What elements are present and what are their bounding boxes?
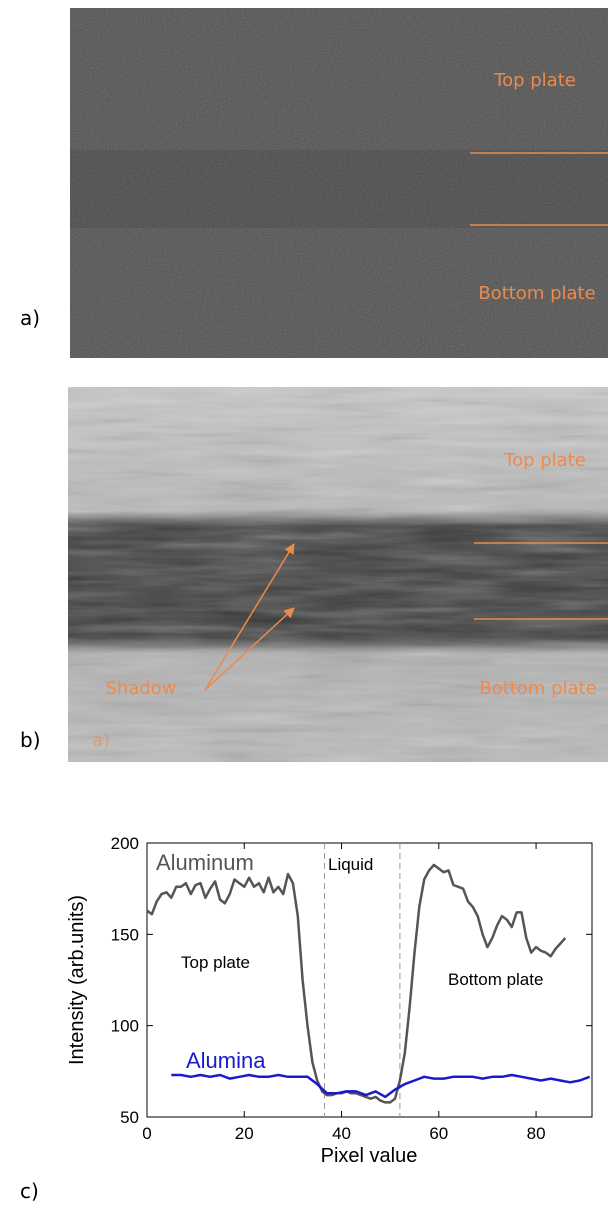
plot-frame bbox=[146, 842, 593, 1118]
annotation: Top plate bbox=[493, 70, 576, 91]
chart: c) Pixel value Intensity (arb.units) Liq… bbox=[20, 834, 593, 1203]
panel-label: a) bbox=[20, 306, 40, 330]
arrow bbox=[204, 543, 295, 691]
y-tick-label: 150 bbox=[111, 925, 139, 944]
annotation: Bottom plate bbox=[479, 678, 596, 699]
image-band bbox=[70, 150, 608, 228]
x-tick-label: 0 bbox=[142, 1124, 151, 1143]
x-tick-label: 80 bbox=[527, 1124, 546, 1143]
x-tick-label: 60 bbox=[429, 1124, 448, 1143]
panel-label: b) bbox=[20, 728, 41, 752]
x-tick-label: 20 bbox=[235, 1124, 254, 1143]
panel-b: Top plate Shadow Bottom plate a) b) bbox=[20, 387, 608, 762]
image-noise bbox=[70, 8, 608, 358]
annotation: Shadow bbox=[105, 678, 176, 699]
annotation: Bottom plate bbox=[448, 970, 543, 989]
annotation: Top plate bbox=[503, 450, 586, 471]
y-tick-label: 50 bbox=[120, 1108, 139, 1127]
x-axis-label: Pixel value bbox=[321, 1145, 418, 1167]
annotation: Top plate bbox=[181, 953, 250, 972]
panel-a: Top plate Bottom plate a) bbox=[20, 8, 608, 358]
series-line bbox=[171, 1073, 591, 1099]
panel-label: c) bbox=[20, 1179, 39, 1203]
y-axis-label: Intensity (arb.units) bbox=[66, 895, 88, 1065]
annotation: Bottom plate bbox=[478, 283, 595, 304]
image-streaks bbox=[68, 387, 608, 762]
series-label: Aluminum bbox=[156, 850, 254, 875]
annotation: Liquid bbox=[328, 855, 373, 874]
arrow bbox=[204, 607, 295, 691]
y-tick-label: 200 bbox=[111, 834, 139, 853]
series-label: Alumina bbox=[186, 1048, 266, 1073]
x-tick-label: 40 bbox=[332, 1124, 351, 1143]
series-line bbox=[146, 863, 567, 1104]
y-tick-label: 100 bbox=[111, 1017, 139, 1036]
annotation: a) bbox=[92, 730, 110, 751]
